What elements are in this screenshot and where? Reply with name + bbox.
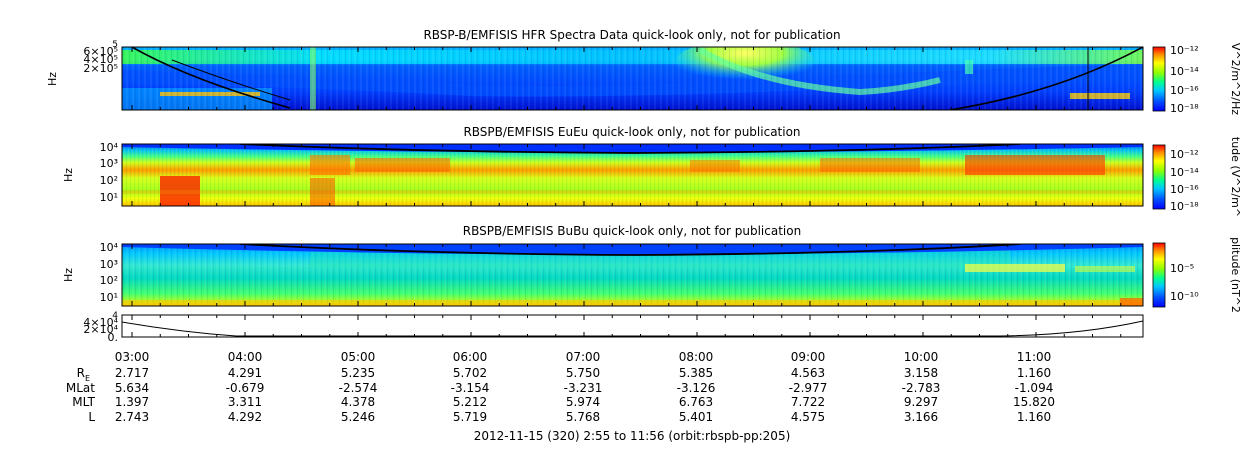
ephemeris-values: 2.717 4.291 5.235 5.702 5.750 5.385 4.563 3.158… [115,366,1055,424]
panel3-colorbar-label: plitude (nT^2 [1229,237,1242,313]
panel1-title: RBSP-B/EMFISIS HFR Spectra Data quick-lo… [423,28,840,42]
x-tick-label: 08:00 [679,350,714,364]
ephem-value: -2.977 [789,381,828,395]
ephem-row-label-r: RE [77,366,90,383]
panel4-ytick: 0. [108,331,119,344]
ephem-value: 15.820 [1013,395,1055,409]
panel4-plot-area [121,314,1144,338]
panel3-ylabel: Hz [62,268,75,282]
ephem-value: -0.679 [226,381,265,395]
ephem-value: -2.783 [902,381,941,395]
ephem-value: 2.717 [115,366,149,380]
panel2-colorbar [1152,144,1166,210]
panel1-colorbar [1152,46,1166,112]
ephem-row-label: L [88,410,95,424]
panel1-ytick-top: 5 [112,40,118,50]
panel2-ytick: 10² [100,174,118,187]
panel4-line [121,320,1144,337]
ephem-value: 1.160 [1017,366,1051,380]
panel3-colorbar [1152,242,1166,308]
panel2-spectrogram [122,144,1143,206]
panel1-cbar-tick: 10⁻¹⁴ [1170,65,1199,78]
ephem-value: 5.768 [566,410,600,424]
ephem-value: 5.719 [453,410,487,424]
panel2-ylabel: Hz [62,168,75,182]
x-tick-label: 06:00 [453,350,488,364]
ephem-value: 9.297 [904,395,938,409]
panel3-ytick: 10³ [100,258,118,271]
ephem-value: -2.574 [339,381,378,395]
ephem-value: 2.743 [115,410,149,424]
ephem-value: 4.378 [341,395,375,409]
panel3-title: RBSPB/EMFISIS BuBu quick-look only, not … [463,224,801,238]
panel1-ytick: 6×10⁵ [83,45,118,58]
panel4-ytick-top: 4 [112,311,118,321]
ephem-value: 5.246 [341,410,375,424]
ephem-value: 3.166 [904,410,938,424]
panel2-ytick: 10⁴ [100,141,119,154]
panel3-spectrogram [122,244,1143,306]
x-tick-label: 11:00 [1017,350,1052,364]
ephem-value: 5.974 [566,395,600,409]
panel1-ytick: 4×10⁵ [83,53,118,66]
ephem-value: -3.126 [677,381,716,395]
ephem-value: 6.763 [679,395,713,409]
ephem-value: 5.385 [679,366,713,380]
x-tick-label: 04:00 [228,350,263,364]
ephem-value: 5.750 [566,366,600,380]
panel1-ylabel: Hz [46,72,59,86]
x-tick-label: 09:00 [791,350,826,364]
ephem-value: 7.722 [791,395,825,409]
figure-footer: 2012-11-15 (320) 2:55 to 11:56 (orbit:rb… [474,429,791,443]
ephem-value: -3.231 [564,381,603,395]
ephem-value: -1.094 [1015,381,1054,395]
x-tick-marks [131,47,1122,337]
x-tick-label: 07:00 [566,350,601,364]
panel2-ytick: 10³ [100,157,118,170]
x-tick-label: 05:00 [341,350,376,364]
panel1-cbar-tick: 10⁻¹⁸ [1170,102,1199,115]
ephem-value: 3.158 [904,366,938,380]
panel1-cbar-tick: 10⁻¹⁶ [1170,84,1199,97]
panel3-ytick: 10² [100,274,118,287]
x-tick-label: 10:00 [904,350,939,364]
panel3-ytick: 10⁴ [100,241,119,254]
ephem-value: 5.702 [453,366,487,380]
panel1-colorbar-label: V^2/m^2/Hz [1229,43,1242,115]
panel3-cbar-tick: 10⁻⁵ [1170,262,1194,275]
panel3-cbar-tick: 10⁻¹⁰ [1170,290,1199,303]
panel4-ytick: 4×10⁴ [83,316,118,329]
ephem-value: 5.212 [453,395,487,409]
ephem-value: 1.160 [1017,410,1051,424]
ephem-value: 4.292 [228,410,262,424]
ephem-value: 4.291 [228,366,262,380]
panel2-cbar-tick: 10⁻¹² [1170,148,1199,161]
ephem-value: 3.311 [228,395,262,409]
panel1-spectrogram [122,47,1143,110]
panel3-ytick: 10¹ [100,291,118,304]
panel2-cbar-tick: 10⁻¹⁶ [1170,183,1199,196]
panel2-ytick: 10¹ [100,191,118,204]
panel2-cbar-tick: 10⁻¹⁴ [1170,166,1199,179]
ephem-value: 5.235 [341,366,375,380]
panel2-cbar-tick: 10⁻¹⁸ [1170,200,1199,213]
ephem-value: 4.575 [791,410,825,424]
x-tick-label: 03:00 [115,350,150,364]
panel2-colorbar-label: tude (V^2/m^ [1229,137,1242,217]
panel1-cbar-tick: 10⁻¹² [1170,44,1199,57]
panel2-title: RBSPB/EMFISIS EuEu quick-look only, not … [463,125,800,139]
ephem-value: 5.634 [115,381,149,395]
ephem-value: 4.563 [791,366,825,380]
ephem-value: -3.154 [451,381,490,395]
panel4-ytick: 2×10⁴ [83,323,118,336]
ephem-row-label: MLT [72,395,95,409]
ephem-row-label: MLat [66,381,95,395]
panel1-ytick: 2×10⁵ [83,62,118,75]
ephem-value: 1.397 [115,395,149,409]
ephem-value: 5.401 [679,410,713,424]
